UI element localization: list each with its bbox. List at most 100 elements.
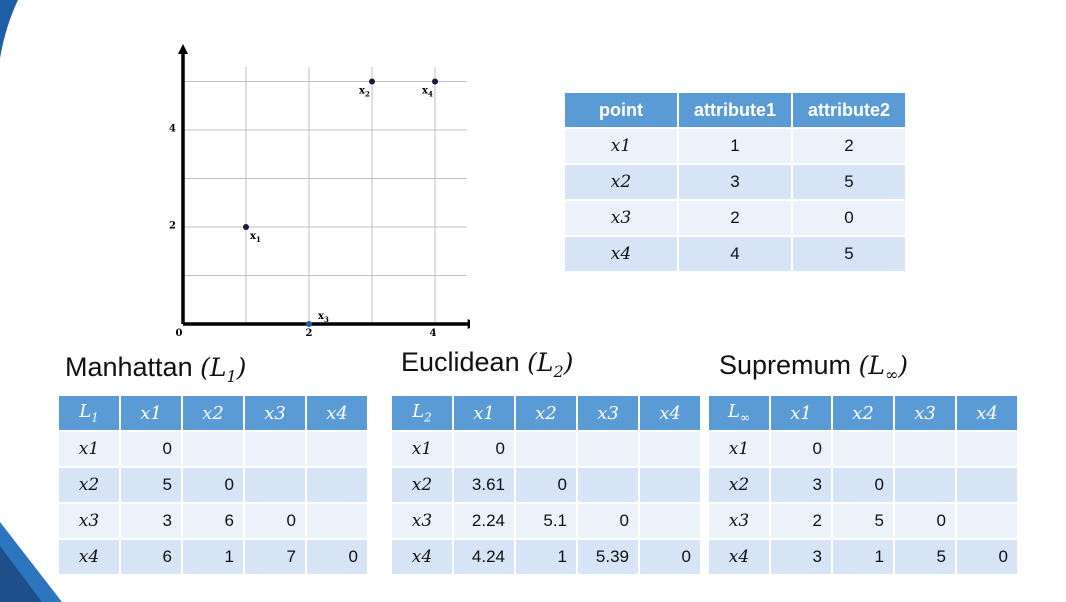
distance-cell [957, 504, 1017, 538]
distance-cell: 0 [245, 504, 305, 538]
plot-axes [178, 44, 470, 329]
column-header: x3 [578, 396, 638, 430]
row-header: x1 [392, 432, 452, 466]
table-row: x4 3 1 5 0 [709, 540, 1017, 574]
distance-cell: 3.61 [454, 468, 514, 502]
distance-cell [516, 432, 576, 466]
table-header-row: L2 x1 x2 x3 x4 [392, 396, 700, 430]
corner-header: L2 [392, 396, 452, 430]
attr-cell: x2 [565, 165, 677, 199]
supremum-title: Supremum (L∞) [719, 350, 909, 384]
distance-cell [578, 468, 638, 502]
corner-accent-bottom [0, 522, 62, 602]
attr-cell: x1 [565, 129, 677, 163]
row-header: x4 [392, 540, 452, 574]
distance-cell: 3 [121, 504, 181, 538]
table-row: x2 5 0 [59, 468, 367, 502]
distance-cell: 1 [833, 540, 893, 574]
table-row: x3 2 0 [565, 201, 905, 235]
y-axis-arrow [178, 44, 188, 54]
distance-cell: 2.24 [454, 504, 514, 538]
distance-cell: 4.24 [454, 540, 514, 574]
column-header: x1 [121, 396, 181, 430]
attr-cell: 4 [679, 237, 791, 271]
attr-cell: x4 [565, 237, 677, 271]
distance-cell: 5 [833, 504, 893, 538]
distance-cell: 0 [833, 468, 893, 502]
row-header: x3 [709, 504, 769, 538]
row-header: x1 [709, 432, 769, 466]
row-header: x3 [59, 504, 119, 538]
distance-cell: 6 [121, 540, 181, 574]
distance-cell [957, 432, 1017, 466]
row-header: x2 [59, 468, 119, 502]
distance-cell: 5 [895, 540, 955, 574]
distance-cell [245, 468, 305, 502]
corner-header: L1 [59, 396, 119, 430]
row-header: x4 [709, 540, 769, 574]
column-header: x2 [833, 396, 893, 430]
table-row: x1 0 [59, 432, 367, 466]
data-point [369, 78, 375, 85]
attr-cell: x3 [565, 201, 677, 235]
table-row: x1 0 [709, 432, 1017, 466]
y-tick-label: 2 [169, 221, 176, 232]
x-tick-label: 0 [176, 328, 183, 339]
table-row: x3 2 5 0 [709, 504, 1017, 538]
row-header: x2 [709, 468, 769, 502]
table-row: x2 3.61 0 [392, 468, 700, 502]
point-label: x3 [318, 311, 329, 324]
plot-points: x1 x2 x3 x4 [243, 78, 438, 327]
x-axis-arrow [467, 319, 470, 329]
attr-header-attribute2: attribute2 [793, 93, 905, 127]
column-header: x4 [307, 396, 367, 430]
point-label: x1 [250, 231, 261, 244]
distance-cell [245, 432, 305, 466]
attr-cell: 5 [793, 165, 905, 199]
row-header: x3 [392, 504, 452, 538]
distance-cell: 3 [771, 540, 831, 574]
attr-cell: 2 [679, 201, 791, 235]
distance-cell: 1 [183, 540, 243, 574]
table-header-row: L1 x1 x2 x3 x4 [59, 396, 367, 430]
x-tick-label: 4 [430, 328, 437, 339]
plot-grid [183, 66, 467, 324]
manhattan-distance-table: L1 x1 x2 x3 x4 x1 0 x2 5 0 x3 3 6 0 x4 6 1 7 0 [57, 394, 369, 576]
column-header: x4 [957, 396, 1017, 430]
y-tick-label: 4 [169, 124, 176, 135]
distance-cell: 0 [895, 504, 955, 538]
table-row: x4 4.24 1 5.39 0 [392, 540, 700, 574]
distance-cell: 6 [183, 504, 243, 538]
distance-cell: 0 [516, 468, 576, 502]
corner-header: L∞ [709, 396, 769, 430]
distance-cell: 0 [640, 540, 700, 574]
distance-cell: 5 [121, 468, 181, 502]
distance-cell [307, 504, 367, 538]
table-row: x2 3 0 [709, 468, 1017, 502]
row-header: x1 [59, 432, 119, 466]
attr-header-attribute1: attribute1 [679, 93, 791, 127]
attr-cell: 2 [793, 129, 905, 163]
distance-cell: 3 [771, 468, 831, 502]
supremum-distance-table: L∞ x1 x2 x3 x4 x1 0 x2 3 0 x3 2 5 0 x4 3 1 5 0 [707, 394, 1019, 576]
row-header: x4 [59, 540, 119, 574]
distance-cell [578, 432, 638, 466]
data-point [306, 321, 312, 327]
distance-cell [957, 468, 1017, 502]
data-point [432, 78, 438, 85]
point-label: x2 [359, 86, 370, 99]
column-header: x3 [245, 396, 305, 430]
column-header: x4 [640, 396, 700, 430]
column-header: x3 [895, 396, 955, 430]
distance-cell: 1 [516, 540, 576, 574]
attr-cell: 1 [679, 129, 791, 163]
manhattan-title: Manhattan (L1) [65, 352, 247, 386]
distance-cell: 7 [245, 540, 305, 574]
distance-cell [640, 468, 700, 502]
distance-cell: 0 [578, 504, 638, 538]
column-header: x2 [183, 396, 243, 430]
euclidean-distance-table: L2 x1 x2 x3 x4 x1 0 x2 3.61 0 x3 2.24 5.1 0 x4 4.24 1 5.3… [390, 394, 702, 576]
table-row: x1 0 [392, 432, 700, 466]
distance-cell [895, 468, 955, 502]
table-row: x3 2.24 5.1 0 [392, 504, 700, 538]
